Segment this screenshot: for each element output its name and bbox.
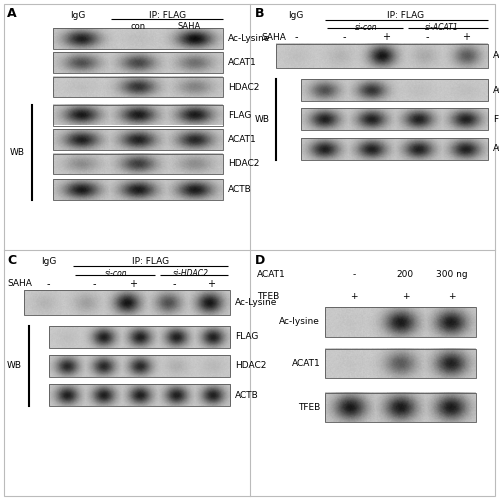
Text: WB: WB [254, 115, 269, 124]
Text: HDAC2: HDAC2 [235, 362, 266, 370]
Bar [276, 44, 488, 68]
Bar [53, 154, 223, 174]
Text: +: + [462, 32, 470, 42]
Text: Ac-Lysine: Ac-Lysine [235, 298, 277, 307]
Text: ACAT1: ACAT1 [228, 58, 256, 67]
Text: IP: FLAG: IP: FLAG [387, 11, 424, 20]
Text: ACTB: ACTB [228, 185, 251, 194]
Bar [53, 179, 223, 200]
Bar [24, 290, 230, 314]
Text: HDAC2: HDAC2 [228, 160, 259, 168]
Text: -: - [93, 278, 96, 288]
Bar [301, 108, 488, 130]
Text: -: - [47, 278, 50, 288]
Text: IgG: IgG [288, 11, 303, 20]
Text: C: C [7, 254, 16, 266]
Text: FLAG: FLAG [228, 110, 251, 120]
Text: TFEB: TFEB [298, 403, 320, 412]
Text: WB: WB [9, 148, 24, 157]
Text: Ac-lysine: Ac-lysine [493, 52, 499, 60]
Text: +: + [350, 292, 358, 301]
Bar [48, 326, 230, 347]
Bar [325, 349, 476, 378]
Text: +: + [402, 292, 409, 301]
Text: WB: WB [7, 362, 22, 370]
Text: ACAT1: ACAT1 [493, 86, 499, 94]
Text: con: con [131, 22, 146, 31]
Text: +: + [129, 278, 137, 288]
Bar [53, 28, 223, 48]
Text: +: + [382, 32, 390, 42]
Text: SAHA: SAHA [7, 279, 32, 288]
Text: si-ACAT1: si-ACAT1 [425, 22, 459, 32]
Text: SAHA: SAHA [262, 32, 286, 42]
Bar [48, 384, 230, 406]
Text: IP: FLAG: IP: FLAG [132, 258, 169, 266]
Text: IgG: IgG [41, 258, 56, 266]
Text: Ac-lysine: Ac-lysine [279, 318, 320, 326]
Text: A: A [7, 7, 17, 20]
Text: ACTB: ACTB [235, 390, 258, 400]
Bar [53, 76, 223, 98]
Text: ACAT1: ACAT1 [257, 270, 285, 279]
Text: B: B [254, 7, 264, 20]
Bar [301, 79, 488, 101]
Text: ACAT1: ACAT1 [228, 135, 256, 144]
Text: ACAT1: ACAT1 [291, 359, 320, 368]
Bar [53, 105, 223, 126]
Text: si-con: si-con [105, 269, 128, 278]
Bar [325, 392, 476, 422]
Text: 300 ng: 300 ng [436, 270, 468, 279]
Text: SAHA: SAHA [177, 22, 201, 31]
Text: IgG: IgG [70, 11, 85, 20]
Bar [53, 129, 223, 150]
Bar [48, 355, 230, 377]
Bar [325, 308, 476, 336]
Bar [301, 138, 488, 160]
Text: -: - [343, 32, 346, 42]
Text: +: + [448, 292, 456, 301]
Text: si-HDAC2: si-HDAC2 [173, 269, 210, 278]
Text: Ac-Lysine: Ac-Lysine [228, 34, 270, 43]
Text: si-con: si-con [355, 22, 378, 32]
Bar [53, 52, 223, 73]
Text: +: + [207, 278, 215, 288]
Text: D: D [254, 254, 264, 266]
Text: -: - [173, 278, 176, 288]
Text: HDAC2: HDAC2 [228, 82, 259, 92]
Text: -: - [426, 32, 429, 42]
Text: TFEB: TFEB [257, 292, 279, 301]
Text: FLAG: FLAG [235, 332, 258, 341]
Text: -: - [353, 270, 356, 279]
Text: ACTB: ACTB [493, 144, 499, 153]
Text: -: - [294, 32, 297, 42]
Text: FLAG: FLAG [493, 115, 499, 124]
Text: IP: FLAG: IP: FLAG [149, 11, 186, 20]
Text: 200: 200 [397, 270, 414, 279]
